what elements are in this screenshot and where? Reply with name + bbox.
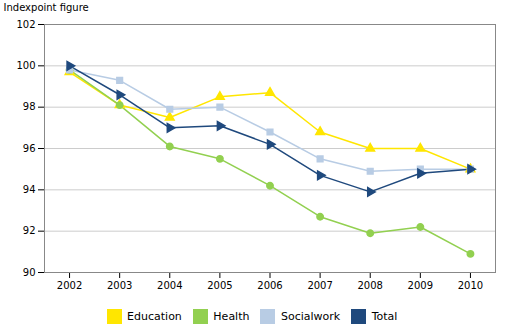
- svg-text:2003: 2003: [107, 280, 132, 291]
- svg-text:2010: 2010: [458, 280, 483, 291]
- html-text:Socialwork: Socialwork: [281, 310, 341, 323]
- html-text:Health: Health: [213, 310, 250, 323]
- svg-text:90: 90: [23, 267, 36, 278]
- svg-text:92: 92: [23, 225, 36, 236]
- svg-text:Indexpoint figure: Indexpoint figure: [4, 2, 89, 13]
- svg-text:2002: 2002: [57, 280, 82, 291]
- html-text:Total: Total: [371, 310, 398, 323]
- svg-text:2007: 2007: [307, 280, 332, 291]
- svg-text:98: 98: [23, 101, 36, 112]
- svg-text:102: 102: [16, 19, 35, 30]
- svg-text:100: 100: [16, 60, 35, 71]
- svg-text:2008: 2008: [357, 280, 382, 291]
- svg-text:94: 94: [23, 184, 36, 195]
- svg-text:2005: 2005: [207, 280, 232, 291]
- svg-text:2006: 2006: [257, 280, 282, 291]
- svg-text:2009: 2009: [408, 280, 433, 291]
- svg-text:2004: 2004: [157, 280, 182, 291]
- html-text:Education: Education: [127, 310, 182, 323]
- svg-text:96: 96: [23, 143, 36, 154]
